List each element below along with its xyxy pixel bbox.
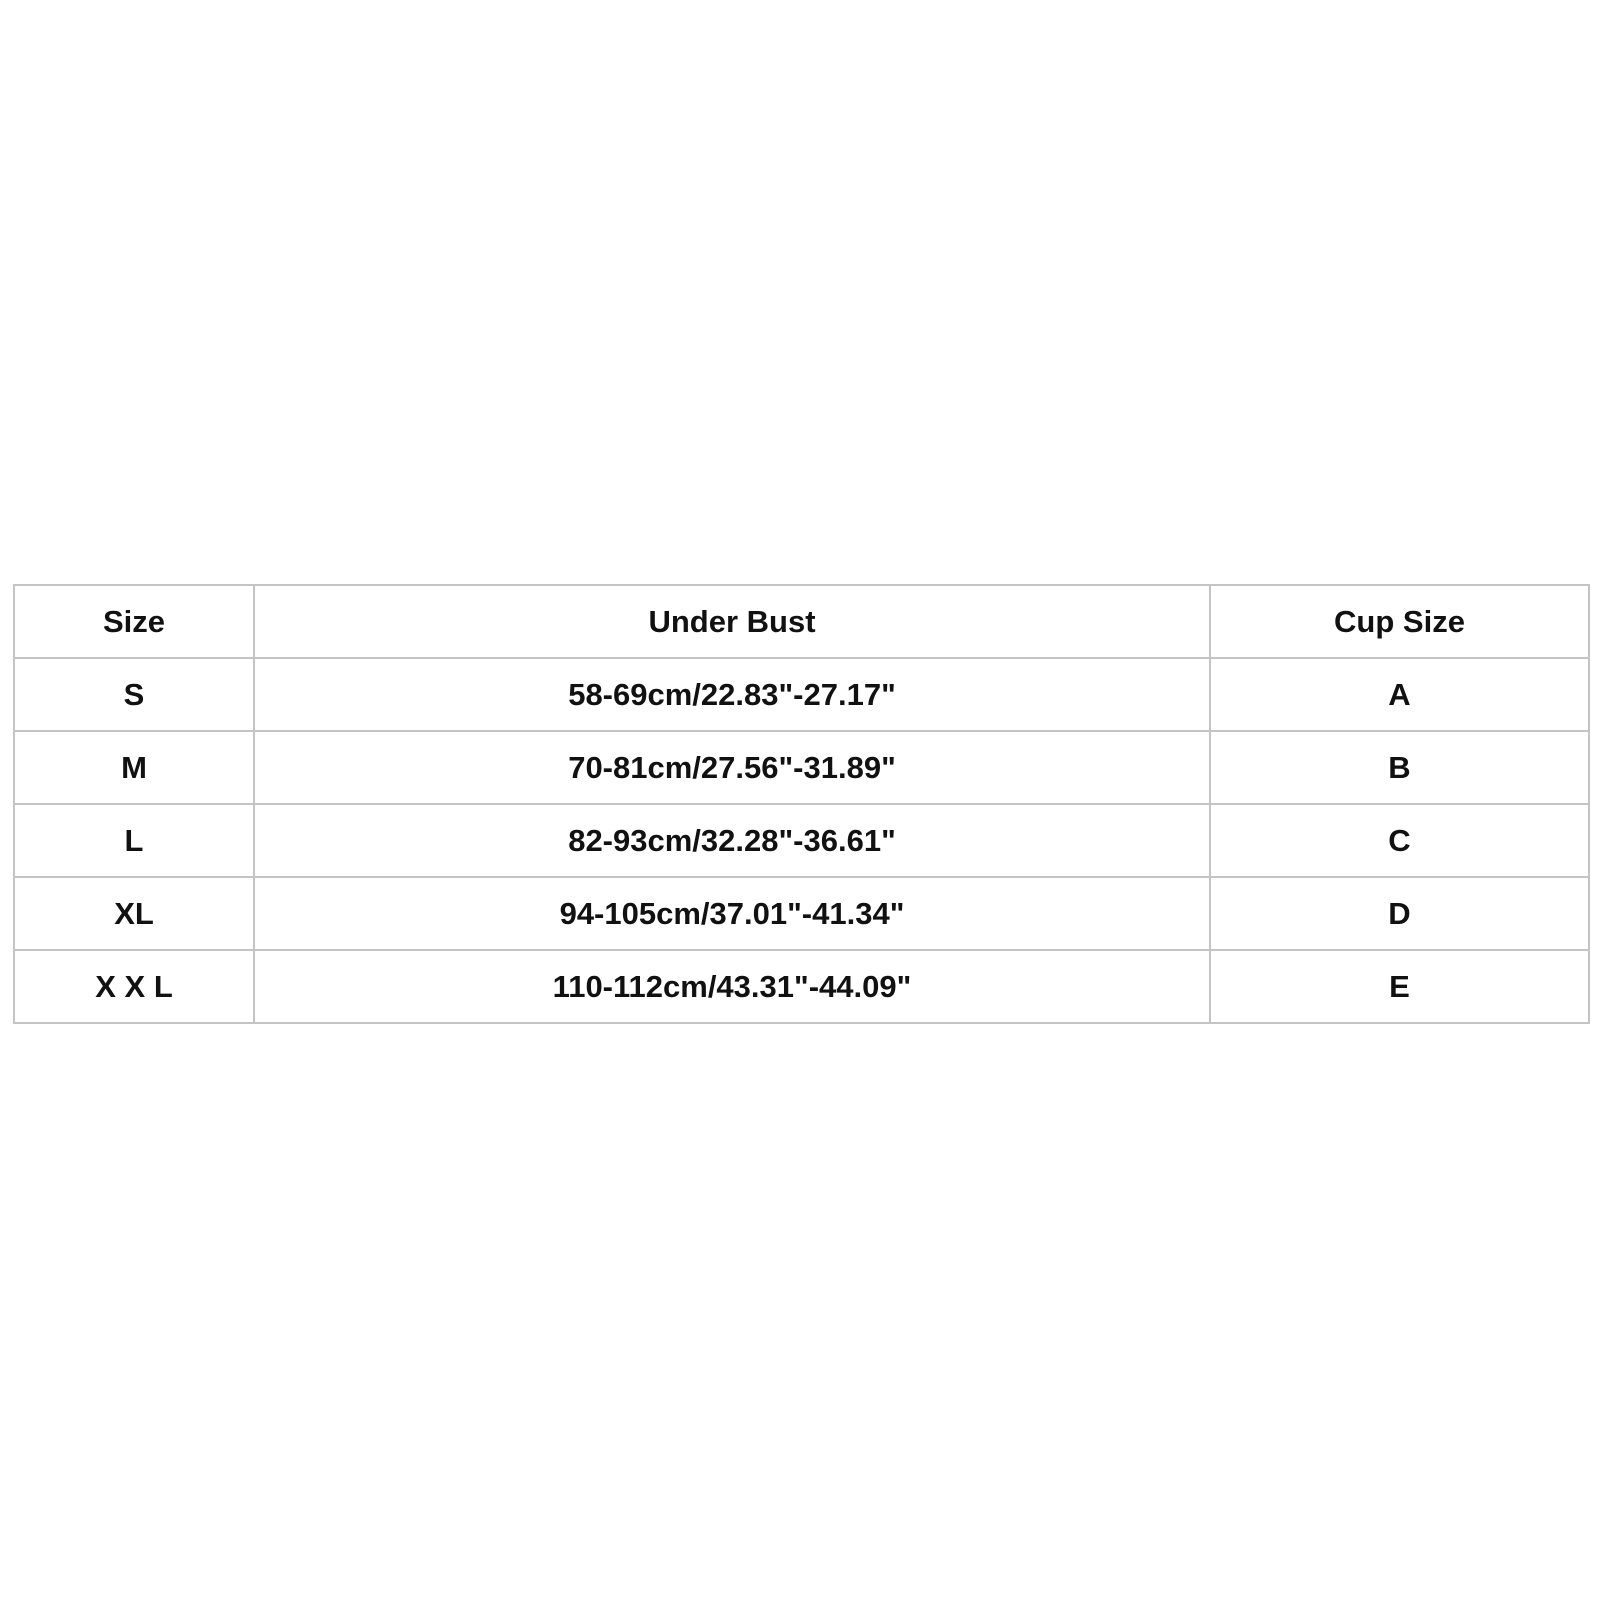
table-row: M 70-81cm/27.56"-31.89" B — [13, 730, 1590, 805]
cell-size: XL — [13, 876, 255, 951]
cell-size: X X L — [13, 949, 255, 1024]
cell-cup-size: C — [1209, 803, 1590, 878]
cell-size: L — [13, 803, 255, 878]
cell-under-bust: 82-93cm/32.28"-36.61" — [253, 803, 1211, 878]
table-row: X X L 110-112cm/43.31"-44.09" E — [13, 949, 1590, 1024]
cell-under-bust: 58-69cm/22.83"-27.17" — [253, 657, 1211, 732]
cell-size: M — [13, 730, 255, 805]
table-row: S 58-69cm/22.83"-27.17" A — [13, 657, 1590, 732]
cell-under-bust: 110-112cm/43.31"-44.09" — [253, 949, 1211, 1024]
cell-under-bust: 94-105cm/37.01"-41.34" — [253, 876, 1211, 951]
header-cup-size: Cup Size — [1209, 584, 1590, 659]
header-under-bust: Under Bust — [253, 584, 1211, 659]
size-chart-table: Size Under Bust Cup Size S 58-69cm/22.83… — [13, 584, 1590, 1024]
cell-under-bust: 70-81cm/27.56"-31.89" — [253, 730, 1211, 805]
cell-cup-size: A — [1209, 657, 1590, 732]
cell-size: S — [13, 657, 255, 732]
cell-cup-size: D — [1209, 876, 1590, 951]
header-size: Size — [13, 584, 255, 659]
cell-cup-size: B — [1209, 730, 1590, 805]
header-row: Size Under Bust Cup Size — [13, 584, 1590, 659]
table-row: XL 94-105cm/37.01"-41.34" D — [13, 876, 1590, 951]
table-row: L 82-93cm/32.28"-36.61" C — [13, 803, 1590, 878]
cell-cup-size: E — [1209, 949, 1590, 1024]
